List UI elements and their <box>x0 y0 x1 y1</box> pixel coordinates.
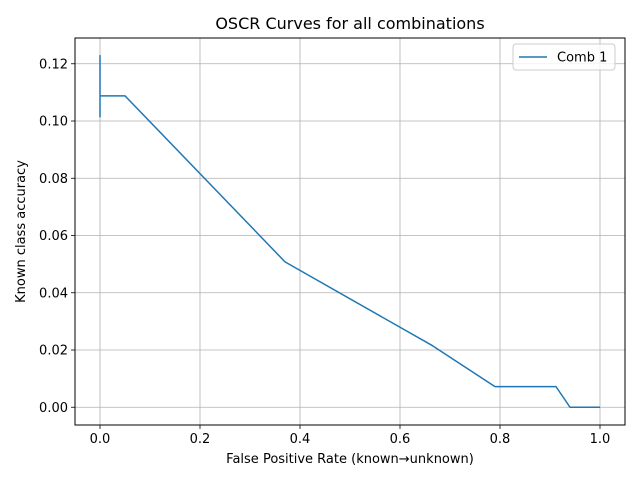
legend-box <box>512 43 616 71</box>
x-axis-label: False Positive Rate (known→unknown) <box>226 452 474 467</box>
y-axis-label: Known class accuracy <box>14 160 29 303</box>
x-tick-label: 0.8 <box>490 432 511 447</box>
x-tick-label: 0.6 <box>390 432 411 447</box>
series-layer <box>99 55 600 408</box>
y-tick-label: 0.06 <box>39 229 68 244</box>
y-tick-label: 0.04 <box>39 286 68 301</box>
x-tick-label: 1.0 <box>590 432 611 447</box>
x-tick-label: 0.0 <box>90 432 111 447</box>
plot-frame <box>74 37 626 426</box>
series-line <box>99 55 600 408</box>
y-tick-label: 0.08 <box>39 172 68 187</box>
ticks: 0.0 0.2 0.4 0.6 0.8 1.0 0.00 0.02 0.04 0.06 0.08 0.… <box>39 57 610 447</box>
y-tick-label: 0.10 <box>39 115 68 130</box>
legend: Comb 1 <box>512 43 616 71</box>
legend-entry-label: Comb 1 <box>557 51 607 66</box>
y-tick-label: 0.02 <box>39 344 68 359</box>
y-tick-label: 0.00 <box>39 401 68 416</box>
x-tick-label: 0.4 <box>290 432 311 447</box>
y-tick-label: 0.12 <box>39 57 68 72</box>
chart-title: OSCR Curves for all combinations <box>215 14 484 33</box>
x-tick-label: 0.2 <box>190 432 211 447</box>
